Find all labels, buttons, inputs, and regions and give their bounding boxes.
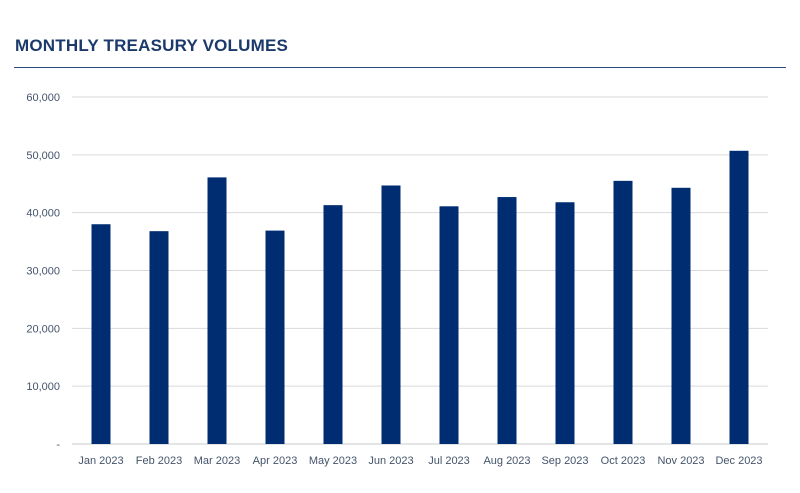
x-tick-label: Sep 2023: [541, 455, 588, 467]
x-tick-label: Mar 2023: [194, 455, 240, 467]
x-axis-tick-labels: Jan 2023 Feb 2023 Mar 2023 Apr 2023 May 2023…: [78, 455, 762, 467]
y-tick-label: 10,000: [26, 381, 60, 393]
y-tick-label: -: [56, 439, 60, 451]
x-tick-label: Apr 2023: [253, 455, 298, 467]
bar: [265, 230, 285, 444]
bar: [381, 185, 401, 445]
y-tick-label: 30,000: [26, 266, 60, 278]
x-tick-label: May 2023: [309, 455, 357, 467]
bar: [555, 202, 575, 444]
chart-title: MONTHLY TREASURY VOLUMES: [15, 36, 289, 55]
bar: [323, 205, 343, 444]
bar: [149, 231, 169, 444]
x-tick-label: Oct 2023: [601, 455, 646, 467]
bar: [671, 187, 691, 444]
x-tick-label: Jun 2023: [368, 455, 413, 467]
bar: [729, 150, 749, 444]
bar: [207, 177, 227, 444]
bar: [497, 197, 517, 444]
y-tick-label: 50,000: [26, 150, 60, 162]
gridlines: [72, 96, 768, 445]
bar: [613, 180, 633, 444]
x-tick-label: Dec 2023: [715, 455, 762, 467]
title-divider: [14, 67, 786, 68]
x-tick-label: Jan 2023: [78, 455, 123, 467]
x-tick-label: Jul 2023: [428, 455, 470, 467]
y-tick-label: 20,000: [26, 323, 60, 335]
x-tick-label: Aug 2023: [483, 455, 530, 467]
y-axis-tick-labels: - 10,000 20,000 30,000 40,000 50,000 60,000: [26, 92, 60, 451]
bars: [91, 150, 749, 445]
y-tick-label: 60,000: [26, 92, 60, 104]
bar: [439, 206, 459, 444]
y-tick-label: 40,000: [26, 208, 60, 220]
x-tick-label: Feb 2023: [136, 455, 182, 467]
x-tick-label: Nov 2023: [657, 455, 704, 467]
bar: [91, 224, 111, 444]
